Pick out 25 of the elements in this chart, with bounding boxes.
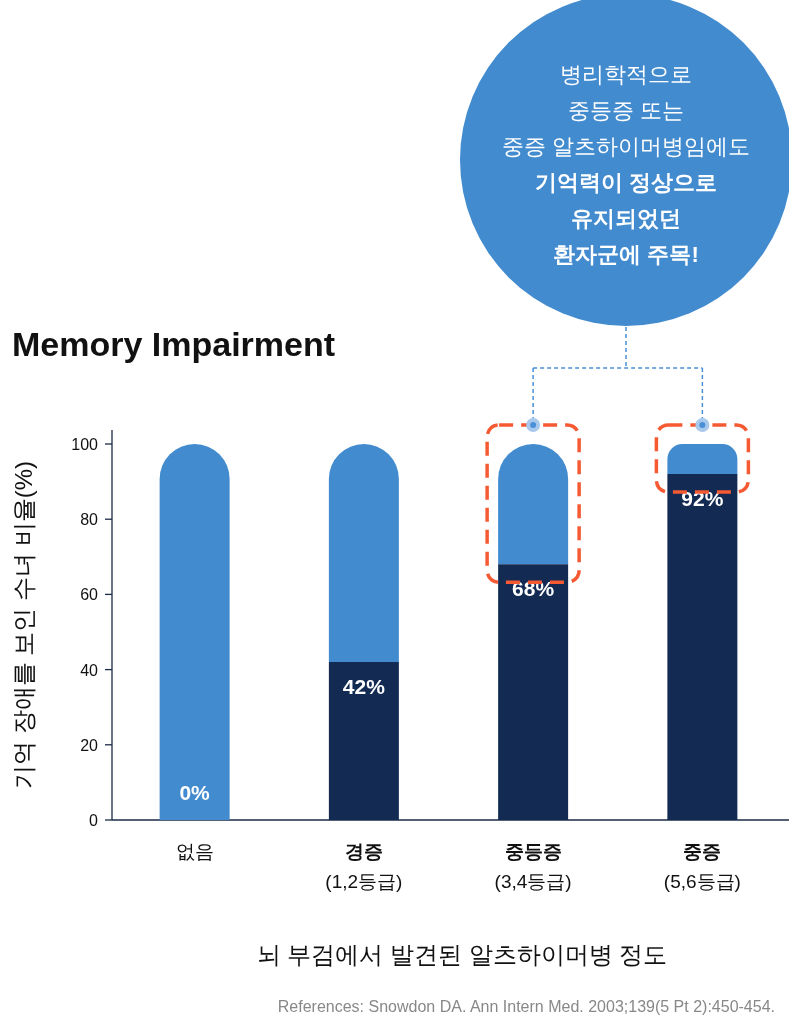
bar (159, 444, 230, 820)
bar (328, 444, 399, 663)
annotation: 0% (179, 781, 211, 804)
bar (667, 444, 738, 475)
x-axis-title: 뇌 부검에서 발견된 알츠하이머병 정도 (256, 941, 668, 968)
data-label: 42% (342, 675, 386, 699)
text: 병리학적으로 중등증 또는 중증 알츠하이머병임에도 기억력이 정상으로 유지되었던 환자군에 주목! (501, 62, 751, 267)
y-tick-label: 60 (80, 586, 99, 604)
y-tick-label: 100 (71, 436, 99, 453)
x-tick-label: 없음 (175, 841, 214, 862)
data-label: 92% (681, 487, 724, 511)
y-tick-label: 40 (80, 661, 99, 679)
y-tick-label: 0 (89, 812, 99, 829)
y-tick-label: 20 (80, 736, 99, 754)
bar (498, 444, 569, 565)
y-axis-title: 기억 장애를 보인 수녀 비율(%) (10, 461, 37, 789)
x-tick-label: 중증 (5,6등급) (663, 841, 741, 892)
bar (328, 662, 399, 820)
chart-title: Memory Impairment (12, 325, 336, 363)
x-tick-label: 중등증 (3,4등급) (494, 841, 572, 892)
bar (667, 474, 738, 820)
text: References: Snowdon DA. Ann Intern Med. 2003;139(5 Pt 2):450-454. (277, 998, 775, 1015)
y-tick-label: 80 (80, 511, 99, 529)
x-tick-label: 경증 (1,2등급) (325, 841, 403, 892)
bar (498, 564, 569, 820)
